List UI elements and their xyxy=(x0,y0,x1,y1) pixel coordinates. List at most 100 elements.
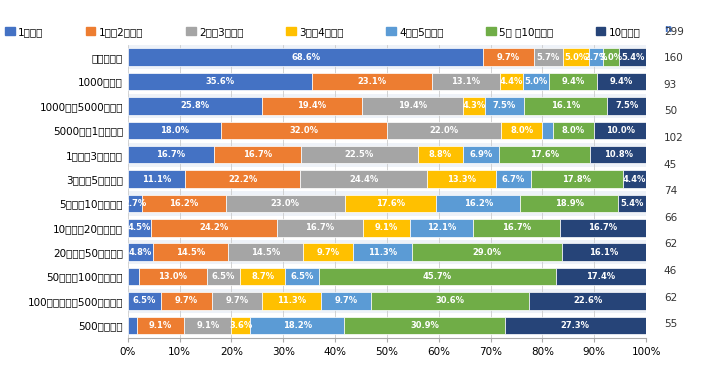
Text: 5.4%: 5.4% xyxy=(621,53,644,62)
Bar xyxy=(500,73,523,90)
Text: 14.5%: 14.5% xyxy=(251,248,280,256)
Bar xyxy=(228,243,303,261)
Bar xyxy=(345,195,436,212)
Text: 13.0%: 13.0% xyxy=(158,272,187,281)
Text: 102: 102 xyxy=(664,133,684,143)
Bar xyxy=(151,219,277,237)
Bar xyxy=(128,292,161,310)
Text: 5.4%: 5.4% xyxy=(621,199,644,208)
Text: 23.1%: 23.1% xyxy=(358,77,387,86)
Bar xyxy=(301,146,417,164)
Bar xyxy=(262,292,321,310)
Text: 4.4%: 4.4% xyxy=(623,175,646,184)
Bar xyxy=(128,219,151,237)
Text: n: n xyxy=(664,24,671,34)
Bar xyxy=(128,243,153,261)
Text: 30.6%: 30.6% xyxy=(436,296,464,305)
Text: 9.7%: 9.7% xyxy=(175,296,198,305)
Text: 9.7%: 9.7% xyxy=(497,53,520,62)
Bar xyxy=(321,292,371,310)
Bar xyxy=(473,219,559,237)
Text: 17.8%: 17.8% xyxy=(562,175,591,184)
Bar xyxy=(300,170,427,188)
Bar xyxy=(562,243,645,261)
Bar xyxy=(484,48,534,66)
Bar xyxy=(520,195,618,212)
Text: 5.7%: 5.7% xyxy=(537,53,560,62)
Bar xyxy=(142,195,226,212)
Text: 17.6%: 17.6% xyxy=(530,150,559,159)
Text: 9.1%: 9.1% xyxy=(149,321,173,330)
Bar xyxy=(556,268,646,285)
Text: 17.4%: 17.4% xyxy=(586,272,616,281)
Bar xyxy=(463,146,499,164)
Bar xyxy=(607,97,646,115)
Bar xyxy=(501,122,542,139)
Text: 22.0%: 22.0% xyxy=(430,126,459,135)
Text: 10.0%: 10.0% xyxy=(606,126,635,135)
Text: 5.0%: 5.0% xyxy=(524,77,547,86)
Text: 5.0%: 5.0% xyxy=(564,53,588,62)
Bar xyxy=(128,146,214,164)
Text: 9.4%: 9.4% xyxy=(562,77,584,86)
Text: 4.3%: 4.3% xyxy=(462,102,486,110)
Text: 4.5%: 4.5% xyxy=(128,224,151,232)
Bar xyxy=(128,69,646,94)
Text: 10.8%: 10.8% xyxy=(604,150,633,159)
Text: 13.3%: 13.3% xyxy=(447,175,476,184)
Text: 8.8%: 8.8% xyxy=(429,150,452,159)
Bar xyxy=(153,243,228,261)
Bar xyxy=(618,48,647,66)
Bar xyxy=(524,97,607,115)
Bar xyxy=(496,170,530,188)
Text: 68.6%: 68.6% xyxy=(291,53,320,62)
Text: 45.7%: 45.7% xyxy=(423,272,452,281)
Bar xyxy=(231,316,250,334)
Text: 9.4%: 9.4% xyxy=(610,77,633,86)
Bar xyxy=(128,170,185,188)
Bar xyxy=(371,292,530,310)
Bar xyxy=(542,122,553,139)
Text: 55: 55 xyxy=(664,319,677,329)
Text: 12.1%: 12.1% xyxy=(427,224,457,232)
Bar xyxy=(410,219,473,237)
Bar xyxy=(214,146,301,164)
Text: 9.7%: 9.7% xyxy=(317,248,339,256)
Bar xyxy=(128,195,142,212)
Bar xyxy=(128,191,646,216)
Text: 74: 74 xyxy=(664,186,677,196)
Text: 9.1%: 9.1% xyxy=(196,321,219,330)
Bar xyxy=(436,195,520,212)
Bar xyxy=(530,292,647,310)
Text: 29.0%: 29.0% xyxy=(472,248,501,256)
Bar xyxy=(128,289,646,313)
Text: 16.7%: 16.7% xyxy=(243,150,272,159)
Text: 8.0%: 8.0% xyxy=(510,126,533,135)
Text: 18.2%: 18.2% xyxy=(283,321,312,330)
Text: 4.4%: 4.4% xyxy=(500,77,523,86)
Text: 7.5%: 7.5% xyxy=(493,102,516,110)
Bar xyxy=(354,243,412,261)
Text: 16.2%: 16.2% xyxy=(464,199,493,208)
Text: 11.3%: 11.3% xyxy=(368,248,397,256)
Bar xyxy=(432,73,500,90)
Bar xyxy=(240,268,285,285)
Text: 8.7%: 8.7% xyxy=(251,272,274,281)
Bar xyxy=(553,122,594,139)
Bar xyxy=(590,146,646,164)
Bar xyxy=(128,48,484,66)
Bar xyxy=(261,97,362,115)
Bar xyxy=(594,122,646,139)
Bar xyxy=(128,240,646,264)
Bar xyxy=(463,97,485,115)
Bar xyxy=(362,97,463,115)
Text: 23.0%: 23.0% xyxy=(271,199,300,208)
Bar xyxy=(485,97,524,115)
Bar xyxy=(226,195,345,212)
Text: 299: 299 xyxy=(664,27,684,37)
Text: 50: 50 xyxy=(664,106,677,117)
Bar xyxy=(128,45,646,69)
Text: 3.6%: 3.6% xyxy=(229,321,253,330)
Bar xyxy=(207,268,240,285)
Text: 62: 62 xyxy=(664,292,677,303)
